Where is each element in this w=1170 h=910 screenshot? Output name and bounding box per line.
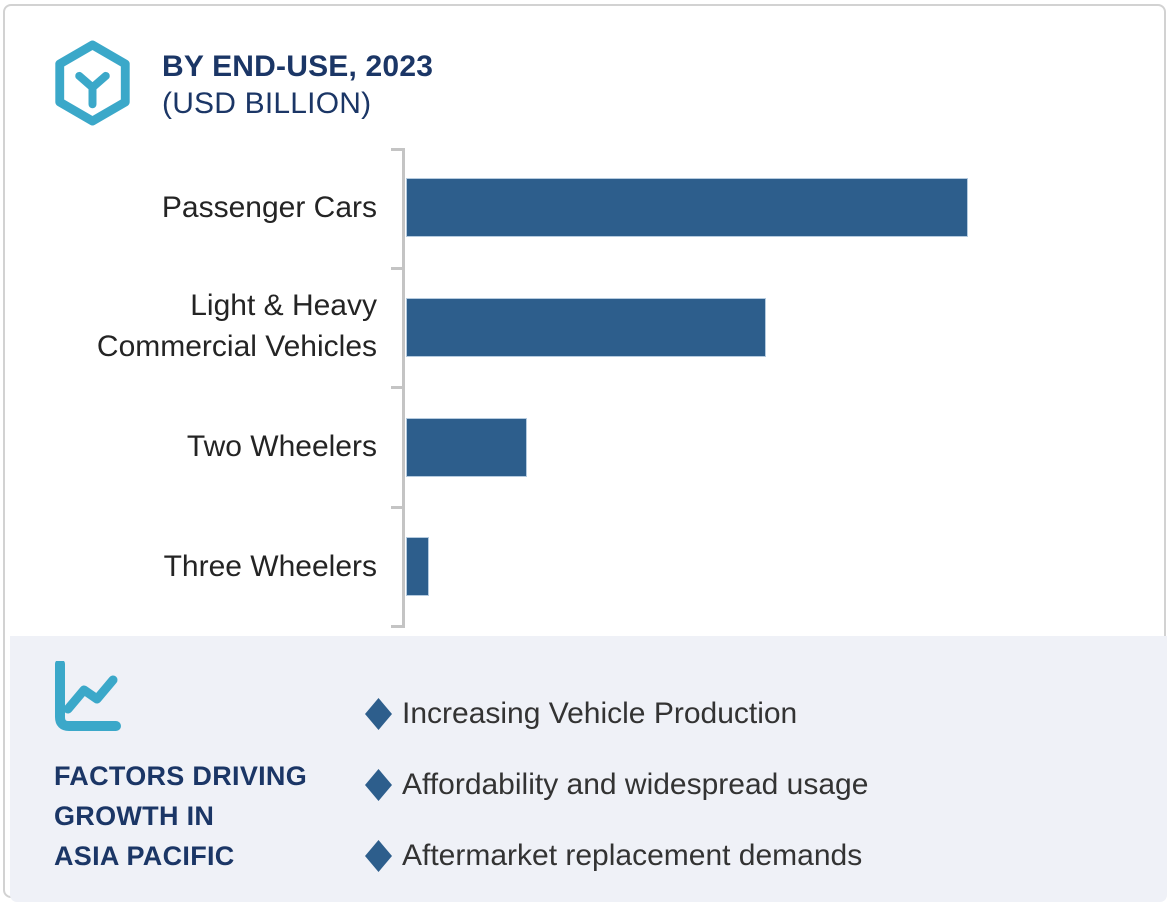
factors-heading: FACTORS DRIVING GROWTH IN ASIA PACIFIC — [54, 761, 308, 871]
chart-title-line1: BY END-USE, 2023 — [162, 50, 434, 83]
factor-item: Affordability and widespread usage — [365, 767, 868, 803]
bar-three-wheelers[interactable] — [406, 537, 429, 596]
factor-item: Aftermarket replacement demands — [365, 838, 862, 874]
plot-area — [406, 148, 1146, 628]
factors-panel — [10, 636, 1167, 902]
axis-tick — [391, 267, 403, 270]
category-label-passenger-cars: Passenger Cars — [161, 191, 377, 224]
axis-tick — [391, 148, 403, 151]
hexagon-box-logo-icon — [55, 40, 130, 126]
factor-item: Increasing Vehicle Production — [365, 696, 797, 732]
chart-title: BY END-USE, 2023 (USD BILLION) — [162, 48, 433, 122]
diamond-bullet-icon — [365, 840, 392, 872]
line-chart-icon — [55, 661, 121, 731]
bar-passenger-cars[interactable] — [406, 178, 969, 237]
axis-tick — [391, 386, 403, 389]
bar-two-wheelers[interactable] — [406, 418, 528, 477]
category-label-commercial-vehicles: Light & Heavy Commercial Vehicles — [96, 289, 377, 363]
factor-label: Aftermarket replacement demands — [402, 839, 863, 872]
factor-label: Increasing Vehicle Production — [402, 697, 798, 730]
diamond-bullet-icon — [365, 769, 392, 801]
category-label-two-wheelers: Two Wheelers — [186, 430, 377, 463]
factor-label: Affordability and widespread usage — [402, 768, 869, 801]
axis-tick — [391, 625, 403, 628]
axis-tick — [391, 506, 403, 509]
category-label-three-wheelers: Three Wheelers — [163, 550, 377, 583]
chart-card: BY END-USE, 2023 (USD BILLION) Passenger… — [3, 4, 1167, 902]
diamond-bullet-icon — [365, 698, 392, 730]
chart-title-line2: (USD BILLION) — [162, 87, 372, 120]
bar-commercial-vehicles[interactable] — [406, 298, 766, 357]
y-axis-line — [402, 148, 405, 628]
